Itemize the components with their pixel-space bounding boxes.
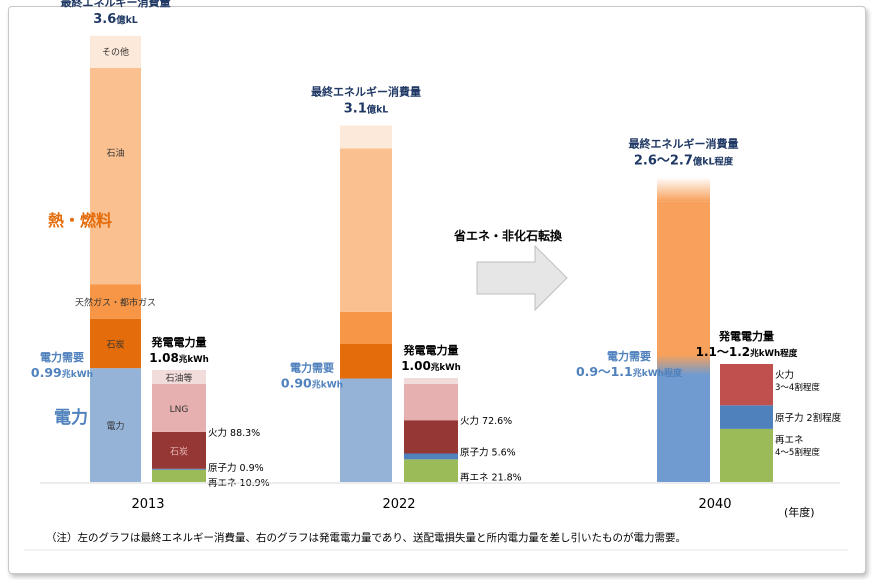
generation-value: 1.08兆kWh — [149, 351, 209, 365]
generation-bar-segment — [152, 383, 206, 432]
generation-share-label: 火力 88.3% — [208, 427, 260, 439]
generation-share-label: 原子力 5.6% — [460, 447, 516, 459]
generation-bar-segment — [404, 378, 458, 384]
final-energy-bar-segment — [340, 148, 392, 312]
generation-share-label: 原子力 0.9% — [208, 462, 264, 474]
final-energy-value: 3.1億kL — [344, 102, 389, 117]
generation-bar-segment — [152, 469, 206, 482]
final-energy-bar-segment — [90, 368, 141, 482]
final-energy-value: 2.6～2.7億kL程度 — [634, 153, 734, 168]
segment-label: 天然ガス・都市ガス — [75, 296, 156, 308]
generation-share-label: 火力 — [775, 369, 794, 381]
generation-bar-segment — [404, 459, 458, 482]
generation-title: 発電電力量 — [151, 335, 207, 349]
transition-arrow — [476, 244, 568, 312]
generation-title: 発電電力量 — [718, 329, 774, 343]
generation-segment-label: 石炭 — [170, 446, 188, 457]
generation-segment-label: 石油等 — [165, 372, 192, 384]
final-energy-title: 最終エネルギー消費量 — [311, 85, 421, 99]
year-label: 2022 — [382, 497, 415, 512]
year-label: 2013 — [131, 497, 164, 512]
generation-segment-label: LNG — [170, 405, 189, 415]
heat-fuel-label: 熱・燃料 — [48, 211, 112, 230]
generation-value: 1.00兆kWh — [401, 359, 461, 373]
final-energy-bar-blend — [657, 355, 710, 375]
final-energy-bar-segment — [340, 311, 392, 344]
final-energy-title: 最終エネルギー消費量 — [61, 0, 171, 9]
final-energy-bar-segment — [340, 378, 392, 482]
demand-value: 0.90兆kWh — [281, 376, 343, 391]
year-label: 2040 — [698, 497, 731, 512]
generation-bar-segment — [720, 405, 773, 429]
generation-share-label: 4～5割程度 — [775, 447, 820, 458]
generation-share-label: 原子力 2割程度 — [775, 412, 842, 424]
generation-share-label: 再エネ — [775, 435, 804, 446]
generation-bar-segment — [152, 370, 206, 384]
electricity-label: 電力 — [54, 407, 88, 428]
generation-share-label: 火力 72.6% — [460, 415, 512, 427]
segment-label: 石炭 — [106, 339, 124, 350]
segment-label: 電力 — [106, 420, 124, 432]
final-energy-bar-fade — [657, 177, 710, 202]
transition-arrow-label: 省エネ・非化石転換 — [453, 228, 563, 243]
generation-value: 1.1～1.2兆kWh程度 — [696, 345, 798, 359]
demand-value: 0.99兆kWh — [31, 365, 93, 380]
final-energy-title: 最終エネルギー消費量 — [629, 136, 739, 150]
footnote: （注）左のグラフは最終エネルギー消費量、右のグラフは発電電力量であり、送配電損失… — [46, 531, 686, 544]
final-energy-bar-segment — [90, 68, 141, 285]
generation-bar-segment — [152, 468, 206, 470]
final-energy-bar-segment — [90, 35, 141, 68]
final-energy-bar-segment — [340, 125, 392, 149]
fiscal-year-unit: (年度) — [784, 505, 815, 519]
final-energy-bar-segment — [657, 367, 710, 482]
demand-title: 電力需要 — [290, 361, 334, 375]
final-energy-bar-segment — [340, 344, 392, 379]
final-energy-bar-segment — [90, 318, 141, 369]
final-energy-bar-segment — [90, 284, 141, 319]
generation-bar-segment — [404, 383, 458, 421]
demand-title: 電力需要 — [607, 349, 651, 363]
generation-title: 発電電力量 — [403, 343, 459, 357]
segment-label: その他 — [102, 46, 129, 58]
generation-bar-segment — [720, 428, 773, 482]
generation-share-label: 3～4割程度 — [775, 382, 820, 393]
generation-bar-segment — [720, 364, 773, 406]
segment-label: 石油 — [106, 147, 124, 159]
final-energy-value: 3.6億kL — [93, 12, 138, 27]
demand-title: 電力需要 — [40, 350, 84, 364]
final-energy-bar-segment — [657, 201, 710, 367]
generation-bar-segment — [152, 431, 206, 469]
generation-bar-segment — [404, 420, 458, 454]
generation-bar-segment — [404, 453, 458, 460]
demand-value: 0.9～1.1兆kWh程度 — [576, 364, 683, 379]
generation-share-label: 再エネ 21.8% — [460, 473, 522, 484]
